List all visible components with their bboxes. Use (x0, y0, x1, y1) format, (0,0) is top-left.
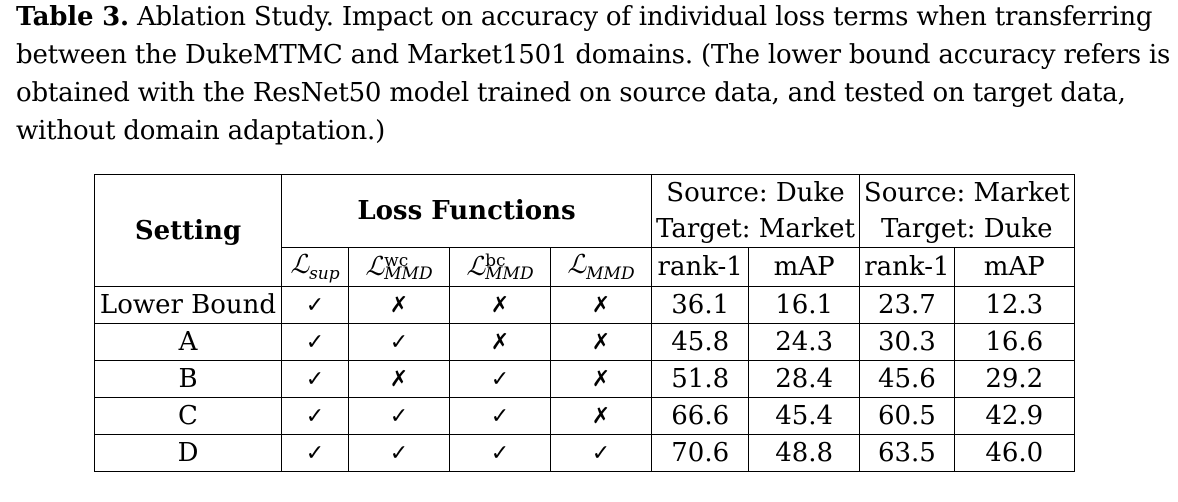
loss-bc-symbol: ℒ (466, 252, 486, 282)
cell-setting: A (94, 323, 282, 361)
header-loss-functions: Loss Functions (281, 174, 652, 248)
loss-wc-sub: MMD (384, 264, 433, 284)
cross-icon: ✗ (449, 323, 551, 361)
header-source-duke: Source: Duke Target: Market (651, 174, 860, 248)
cell-market-map: 12.3 (953, 286, 1075, 324)
header-loss-sup: ℒsup (281, 247, 349, 287)
check-icon: ✓ (281, 286, 349, 324)
cell-setting: Lower Bound (94, 286, 282, 324)
loss-wc-sup: wc (384, 251, 409, 271)
cell-market-map: 42.9 (953, 397, 1075, 435)
cell-market-map: 46.0 (953, 434, 1075, 472)
cell-duke-map: 48.8 (748, 434, 860, 472)
cell-setting: C (94, 397, 282, 435)
cell-setting: D (94, 434, 282, 472)
cell-duke-rank1: 45.8 (650, 323, 750, 361)
table-row: D ✓ ✓ ✓ ✓ 70.6 48.8 63.5 46.0 (94, 434, 1075, 472)
table-row: Lower Bound ✓ ✗ ✗ ✗ 36.1 16.1 23.7 12.3 (94, 286, 1075, 324)
cross-icon: ✗ (550, 286, 652, 324)
header-source-market-line1: Source: Market (863, 178, 1070, 208)
cell-duke-map: 28.4 (748, 360, 860, 398)
cell-duke-map: 24.3 (748, 323, 860, 361)
cell-market-map: 16.6 (953, 323, 1075, 361)
loss-sup-symbol: ℒ (290, 250, 310, 280)
check-icon: ✓ (281, 397, 349, 435)
cross-icon: ✗ (550, 360, 652, 398)
cross-icon: ✗ (550, 397, 652, 435)
header-duke-map: mAP (748, 247, 860, 287)
header-source-duke-line1: Source: Duke (666, 178, 845, 208)
caption-label: Table 3. (16, 2, 129, 32)
check-icon: ✓ (449, 434, 551, 472)
cell-market-rank1: 63.5 (858, 434, 955, 472)
header-loss-mmd: ℒMMD (550, 247, 652, 287)
check-icon: ✓ (449, 397, 551, 435)
cell-duke-rank1: 51.8 (650, 360, 750, 398)
cell-duke-rank1: 36.1 (650, 286, 750, 324)
header-market-map: mAP (953, 247, 1075, 287)
table-caption: Table 3. Ablation Study. Impact on accur… (16, 0, 1172, 150)
check-icon: ✓ (281, 434, 349, 472)
check-icon: ✓ (449, 360, 551, 398)
cell-market-rank1: 60.5 (858, 397, 955, 435)
header-market-rank1: rank-1 (858, 247, 955, 287)
loss-bc-sup: bc (485, 251, 506, 271)
cell-market-rank1: 45.6 (858, 360, 955, 398)
cross-icon: ✗ (449, 286, 551, 324)
check-icon: ✓ (281, 360, 349, 398)
loss-bc-sub: MMD (485, 264, 534, 284)
caption-text: Ablation Study. Impact on accuracy of in… (16, 2, 1171, 146)
cell-market-map: 29.2 (953, 360, 1075, 398)
header-source-market-line2: Target: Duke (881, 214, 1053, 244)
header-duke-rank1: rank-1 (650, 247, 750, 287)
loss-sup-sub: sup (309, 264, 340, 284)
table-row: B ✓ ✗ ✓ ✗ 51.8 28.4 45.6 29.2 (94, 360, 1075, 398)
check-icon: ✓ (348, 434, 450, 472)
cell-duke-map: 45.4 (748, 397, 860, 435)
ablation-table: Setting Loss Functions Source: Duke Targ… (94, 174, 1075, 472)
cross-icon: ✗ (348, 286, 450, 324)
cell-duke-rank1: 70.6 (650, 434, 750, 472)
check-icon: ✓ (348, 397, 450, 435)
loss-wc-symbol: ℒ (365, 252, 385, 282)
cell-setting: B (94, 360, 282, 398)
check-icon: ✓ (348, 323, 450, 361)
check-icon: ✓ (550, 434, 652, 472)
header-source-duke-line2: Target: Market (656, 214, 855, 244)
cross-icon: ✗ (550, 323, 652, 361)
cell-market-rank1: 30.3 (858, 323, 955, 361)
cell-duke-map: 16.1 (748, 286, 860, 324)
header-setting: Setting (94, 174, 282, 287)
loss-mmd-symbol: ℒ (567, 250, 587, 280)
cell-duke-rank1: 66.6 (650, 397, 750, 435)
table-row: A ✓ ✓ ✗ ✗ 45.8 24.3 30.3 16.6 (94, 323, 1075, 361)
loss-mmd-sub: MMD (586, 264, 635, 284)
table-row: C ✓ ✓ ✓ ✗ 66.6 45.4 60.5 42.9 (94, 397, 1075, 435)
cell-market-rank1: 23.7 (858, 286, 955, 324)
check-icon: ✓ (281, 323, 349, 361)
cross-icon: ✗ (348, 360, 450, 398)
header-source-market: Source: Market Target: Duke (858, 174, 1075, 248)
